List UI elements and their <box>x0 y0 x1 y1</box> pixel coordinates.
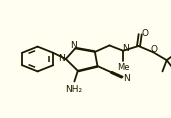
Text: N: N <box>58 54 65 63</box>
Text: Me: Me <box>117 63 129 72</box>
Text: N: N <box>123 74 129 83</box>
Text: O: O <box>142 29 149 38</box>
Text: N: N <box>70 41 77 50</box>
Text: N: N <box>122 44 129 53</box>
Text: NH₂: NH₂ <box>65 85 82 94</box>
Text: O: O <box>150 45 157 54</box>
